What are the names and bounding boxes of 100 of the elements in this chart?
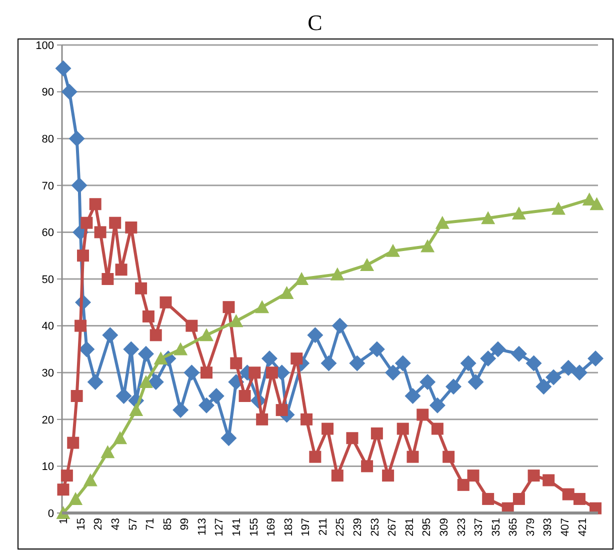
x-tick-label: 169 [266,518,278,536]
point [482,492,494,505]
x-tick-label: 393 [542,518,554,536]
point [115,264,128,276]
x-tick-label: 1 [58,518,70,524]
point [528,470,540,482]
y-tick-label: 60 [42,227,54,240]
point [562,488,574,500]
point [154,352,168,365]
point [346,432,358,444]
x-tick-label: 211 [317,518,330,536]
x-tick-label: 407 [560,518,572,536]
point [200,328,214,342]
point [222,301,235,314]
point [200,366,212,379]
point [129,403,144,416]
point [230,357,242,370]
point [431,422,444,435]
point [61,84,78,100]
x-tick-label: 337 [473,518,486,536]
x-tick-label: 155 [248,518,260,536]
point [150,329,162,342]
point [174,342,188,356]
point [290,352,303,365]
point [490,341,506,358]
point [300,413,313,426]
y-tick-label: 90 [42,86,54,99]
point [87,374,104,390]
point [480,350,496,367]
point [78,341,95,358]
x-tick-label: 351 [490,518,502,536]
point [331,470,344,482]
point [551,202,566,215]
point [74,320,87,332]
point [512,206,526,220]
y-tick-label: 70 [42,180,54,192]
point [396,422,409,435]
chart-title: C [308,10,322,35]
point [429,397,446,414]
point [238,390,251,402]
point [361,460,374,472]
point [76,250,89,262]
point [406,450,419,463]
point [113,431,128,444]
point [57,484,70,496]
point [125,222,138,234]
point [546,369,562,386]
point [560,360,576,376]
point [116,388,132,404]
point [510,346,527,362]
point [276,404,288,416]
point [67,436,80,449]
y-tick-label: 100 [36,40,54,52]
x-tick-label: 183 [282,518,295,536]
x-tick-label: 379 [524,518,537,536]
x-tick-label: 113 [196,518,208,536]
point [220,430,237,446]
x-tick-label: 127 [214,518,226,536]
x-tick-label: 309 [438,518,450,536]
x-tick-label: 29 [92,518,105,530]
point [89,198,102,210]
point [309,450,322,463]
x-tick-label: 15 [75,518,88,530]
y-tick-label: 0 [48,508,54,520]
point [481,211,496,224]
point [307,327,324,344]
x-tick-label: 295 [421,518,434,536]
point [172,402,189,418]
point [280,286,294,300]
point [384,364,401,381]
point [360,258,374,271]
point [135,282,148,294]
point [186,320,198,332]
point [571,364,588,381]
point [184,364,200,381]
point [512,492,525,505]
point [208,388,224,404]
y-tick-label: 20 [42,414,54,426]
point [590,197,604,210]
point [109,216,122,229]
point [229,314,244,328]
point [148,374,164,390]
point [526,355,542,372]
point [294,272,309,285]
point [446,378,462,395]
point [394,355,411,372]
y-tick-label: 50 [42,274,54,286]
point [266,366,278,379]
point [70,390,83,402]
point [160,296,172,308]
point [457,478,470,491]
point [542,474,555,486]
x-tick-label: 141 [230,518,243,536]
point [322,422,334,435]
point [68,492,83,505]
x-tick-label: 225 [334,518,347,536]
point [138,374,153,388]
point [83,473,98,486]
x-tick-label: 85 [162,518,174,530]
x-tick-label: 323 [456,518,468,536]
